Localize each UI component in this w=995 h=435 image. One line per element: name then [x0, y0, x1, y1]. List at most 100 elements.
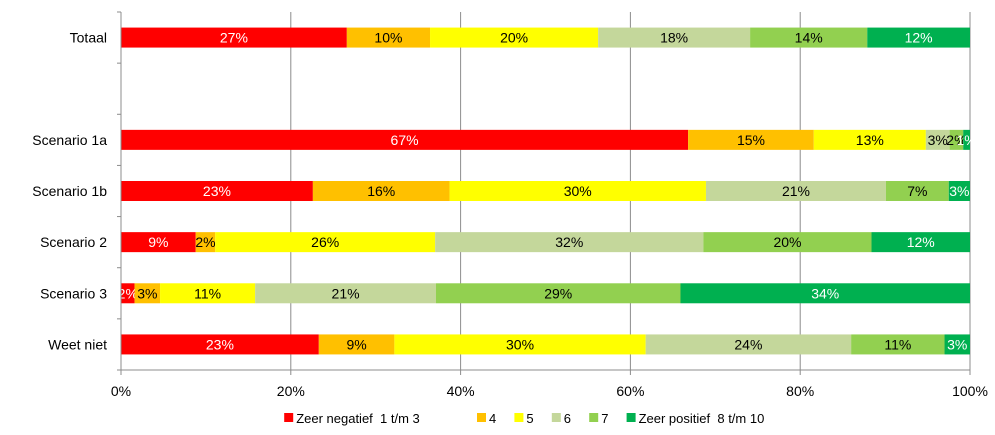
data-label: 12%: [905, 30, 933, 46]
bar-segment: [703, 232, 872, 253]
bar-segment: [680, 283, 970, 304]
category-labels: Totaal Scenario 1a Scenario 1b Scenario 2 Sc…: [32, 30, 107, 353]
bar-segment: [435, 283, 681, 304]
bar-segment: [813, 129, 926, 150]
bar-segment: [160, 283, 256, 304]
data-label: 21%: [332, 285, 360, 301]
data-label: 11%: [194, 285, 221, 301]
data-label: 9%: [346, 336, 366, 352]
bar-segment: [121, 232, 196, 253]
category-label: Scenario 1a: [32, 132, 107, 148]
data-label: 23%: [203, 183, 231, 199]
x-tick-label: 60%: [616, 383, 644, 399]
bar-segment: [949, 129, 964, 150]
bar-segment: [851, 334, 945, 355]
data-label: 67%: [391, 132, 419, 148]
data-label: 3%: [949, 183, 969, 199]
legend-label: 4: [489, 411, 496, 426]
data-label: 30%: [506, 336, 534, 352]
data-label: 26%: [311, 234, 339, 250]
x-tick-label: 20%: [277, 383, 305, 399]
data-label: 16%: [367, 183, 395, 199]
data-label: 21%: [782, 183, 810, 199]
bar-segment: [705, 181, 886, 201]
bar-segment: [598, 27, 751, 48]
data-label: 1%: [956, 132, 976, 148]
data-label: 12%: [907, 234, 935, 250]
data-label: 3%: [137, 285, 157, 301]
bar-segment: [867, 27, 970, 48]
legend-swatch: [514, 413, 524, 422]
legend-label: 6: [564, 411, 571, 426]
data-label: 34%: [811, 285, 839, 301]
data-label: 15%: [737, 132, 765, 148]
category-label: Scenario 3: [40, 285, 107, 301]
data-label: 2%: [195, 234, 215, 250]
data-label: 9%: [148, 234, 168, 250]
data-label: 3%: [947, 336, 967, 352]
bar-segment: [688, 129, 814, 150]
data-label: 7%: [907, 183, 927, 199]
category-label: Scenario 2: [40, 234, 107, 250]
bar-segments: 27% 10% 20% 18% 14% 12%67% 15% 13% 3%2%1%23% 16% 3…: [118, 27, 977, 355]
x-tick-label: 40%: [447, 383, 475, 399]
bar-segment: [134, 283, 161, 304]
legend-swatch: [626, 413, 636, 422]
x-tick-labels: 0% 20% 40% 60% 80% 100%: [111, 383, 988, 399]
data-label: 20%: [773, 234, 801, 250]
bar-segment: [449, 181, 706, 201]
legend-label: 5: [526, 411, 533, 426]
bar-segment: [871, 232, 970, 253]
bar-segment: [255, 283, 436, 304]
bar-segment: [435, 232, 704, 253]
bar-segment: [215, 232, 436, 253]
bar-segment: [121, 129, 689, 150]
data-label: 27%: [220, 30, 248, 46]
bar-segment: [121, 334, 319, 355]
bar-segment: [750, 27, 868, 48]
data-label: 2%: [946, 132, 966, 148]
data-label: 24%: [734, 336, 762, 352]
bar-segment: [318, 334, 395, 355]
data-label: 13%: [856, 132, 884, 148]
data-label: 10%: [374, 30, 402, 46]
x-tick-label: 80%: [786, 383, 814, 399]
bar-segment: [121, 283, 135, 304]
legend-swatch: [284, 413, 294, 422]
bar-segment: [121, 27, 347, 48]
data-label: 11%: [884, 336, 911, 352]
bar-segment: [312, 181, 450, 201]
bar-segment: [944, 334, 970, 355]
x-tick-label: 100%: [952, 383, 988, 399]
category-label: Scenario 1b: [32, 183, 107, 199]
data-label: 23%: [206, 336, 234, 352]
legend-swatch: [551, 413, 561, 422]
category-label: Totaal: [70, 30, 107, 46]
legend: Zeer negatief 1 t/m 3 4 5 6 7 Zeer positief 8…: [284, 411, 764, 426]
bar-segment: [346, 27, 431, 48]
data-label: 32%: [555, 234, 583, 250]
legend-swatch: [477, 413, 486, 422]
bar-segment: [430, 27, 599, 48]
bar-segment: [925, 129, 950, 150]
data-label: 3%: [928, 132, 948, 148]
data-label: 30%: [564, 183, 592, 199]
category-label: Weet niet: [48, 336, 107, 352]
data-label: 14%: [795, 30, 823, 46]
data-label: 29%: [544, 285, 572, 301]
legend-label: Zeer negatief 1 t/m 3: [296, 411, 420, 426]
legend-label: Zeer positief 8 t/m 10: [639, 411, 765, 426]
legend-label: 7: [601, 411, 608, 426]
x-tick-label: 0%: [111, 383, 131, 399]
data-label: 18%: [660, 30, 688, 46]
bar-segment: [121, 181, 313, 201]
bar-segment: [195, 232, 216, 253]
bar-segment: [394, 334, 646, 355]
data-label: 2%: [118, 285, 138, 301]
bar-segment: [948, 181, 970, 201]
bar-segment: [963, 129, 970, 150]
axes: [117, 11, 971, 375]
bar-segment: [885, 181, 949, 201]
bar-segment: [645, 334, 852, 355]
